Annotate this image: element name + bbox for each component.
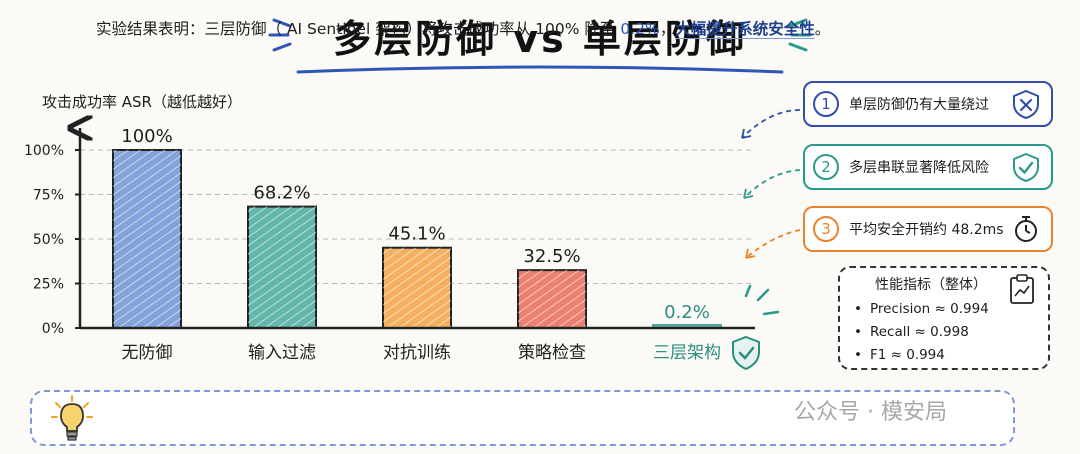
y-tick-label: 75% xyxy=(33,188,64,204)
bar-value-label: 100% xyxy=(121,126,172,147)
shield-icon xyxy=(732,335,760,371)
conclusion-underline: 大幅提升系统安全性 xyxy=(675,20,815,38)
callout-text: 平均安全开销约 48.2ms xyxy=(849,222,1004,238)
conclusion-highlight: 0.2% xyxy=(620,20,660,38)
connector-arrow-2 xyxy=(743,169,801,199)
sparkle-left-icon xyxy=(268,18,292,52)
bar-chart: 攻击成功率 ASR（越低越好） 0% 25% 50% 75% 100% 100% 68.2… xyxy=(24,93,801,371)
callout-number: 1 xyxy=(813,91,839,117)
connector-arrow-1 xyxy=(741,109,801,139)
bar-value-label: 68.2% xyxy=(253,183,310,204)
metric-f1: F1 ≈ 0.994 xyxy=(854,344,1034,367)
x-tick-label: 策略检查 xyxy=(518,343,586,363)
callout-text: 多层串联显著降低风险 xyxy=(849,160,989,176)
x-tick-label: 输入过滤 xyxy=(248,343,316,363)
x-tick-label: 对抗训练 xyxy=(383,343,451,363)
conclusion-prefix: 实验结果表明：三层防御（ AI Sentinel 架构）将攻击成功率从 100%… xyxy=(96,20,621,38)
x-tick-label: 三层架构 xyxy=(653,343,721,363)
sparkle-icon xyxy=(744,284,780,316)
conclusion-box xyxy=(30,390,1015,446)
lightbulb-icon xyxy=(51,395,93,441)
y-tick-label: 100% xyxy=(24,143,64,159)
bar-value-label: 0.2% xyxy=(664,302,710,323)
title-decoration xyxy=(268,18,812,74)
bar-value-label: 32.5% xyxy=(523,246,580,267)
bar-hatch xyxy=(113,150,181,328)
y-tick-label: 50% xyxy=(33,232,64,248)
clipboard-chart-icon xyxy=(1010,274,1034,304)
callout-3: 3 平均安全开销约 48.2ms xyxy=(803,206,1053,252)
y-tick-label: 0% xyxy=(42,321,64,337)
metric-precision: Precision ≈ 0.994 xyxy=(854,298,1034,321)
y-axis-label: 攻击成功率 ASR（越低越好） xyxy=(42,93,242,111)
bar-hatch xyxy=(248,206,316,328)
shield-check-icon xyxy=(1013,152,1039,182)
bar-hatch xyxy=(383,247,451,328)
conclusion-suffix: 。 xyxy=(814,20,831,38)
performance-panel: 性能指标（整体） Precision ≈ 0.994 Recall ≈ 0.99… xyxy=(838,266,1050,370)
callout-number: 3 xyxy=(813,216,839,242)
bar-value-label: 45.1% xyxy=(388,224,445,245)
conclusion-middle: ， xyxy=(659,20,676,38)
y-tick-label: 25% xyxy=(33,277,64,293)
watermark: 公众号 · 模安局 xyxy=(794,400,947,425)
x-tick-label: 无防御 xyxy=(122,343,173,363)
stopwatch-icon xyxy=(1015,216,1037,242)
callout-text: 单层防御仍有大量绕过 xyxy=(849,97,989,113)
page-title: 多层防御 vs 单层防御 xyxy=(333,17,747,61)
connector-arrow-3 xyxy=(745,229,801,259)
sparkle-right-icon xyxy=(788,18,812,52)
metric-recall: Recall ≈ 0.998 xyxy=(854,321,1034,344)
callout-number: 2 xyxy=(813,154,839,180)
shield-x-icon xyxy=(1013,89,1039,119)
performance-title: 性能指标（整体） xyxy=(875,277,987,293)
bar-hatch xyxy=(518,270,586,328)
conclusion-text: 实验结果表明：三层防御（ AI Sentinel 架构）将攻击成功率从 100%… xyxy=(96,17,830,39)
callout-2: 2 多层串联显著降低风险 xyxy=(803,144,1053,190)
callout-1: 1 单层防御仍有大量绕过 xyxy=(803,81,1053,127)
